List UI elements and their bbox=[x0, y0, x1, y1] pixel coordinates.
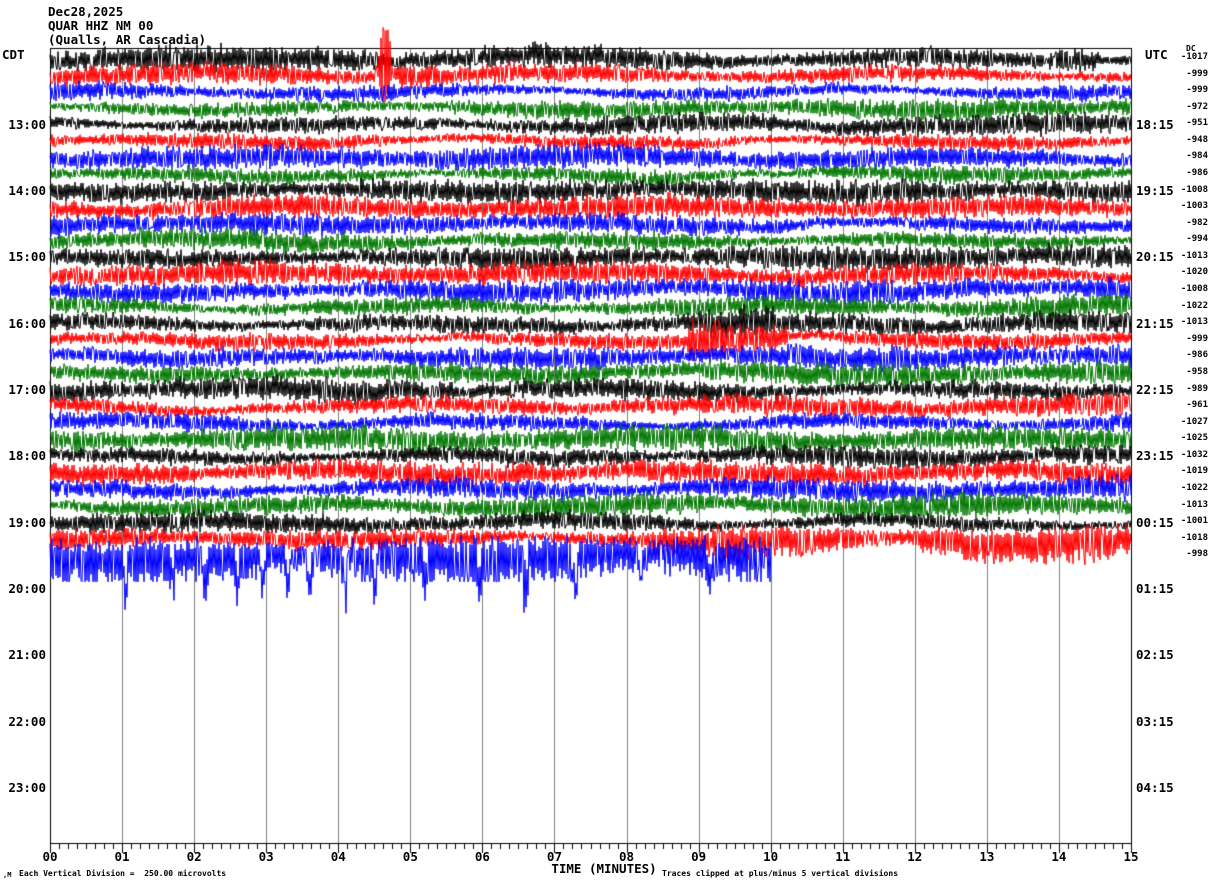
dc-offset-value: -982 bbox=[1186, 217, 1208, 228]
left-timezone-label: CDT bbox=[2, 47, 25, 62]
cdt-time-label: 13:00 bbox=[8, 116, 46, 132]
dc-offset-value: -1003 bbox=[1180, 201, 1208, 212]
header-location: (Qualls, AR Cascadia) bbox=[48, 32, 207, 47]
dc-offset-value: -1013 bbox=[1180, 499, 1208, 510]
minute-tick-label: 03 bbox=[258, 849, 274, 864]
cdt-time-label: 14:00 bbox=[8, 183, 46, 199]
dc-offset-value: -986 bbox=[1186, 350, 1208, 361]
minute-tick-label: 00 bbox=[42, 849, 58, 864]
dc-offset-value: -989 bbox=[1186, 383, 1208, 394]
cdt-time-label: 16:00 bbox=[8, 315, 46, 331]
minute-tick-label: 13 bbox=[979, 849, 995, 864]
utc-time-label: 02:15 bbox=[1136, 647, 1174, 663]
minute-tick-label: 02 bbox=[186, 849, 202, 864]
dc-offset-value: -984 bbox=[1186, 151, 1208, 162]
minute-tick-label: 08 bbox=[619, 849, 635, 864]
utc-time-label: 04:15 bbox=[1136, 779, 1174, 795]
dc-offset-value: -1001 bbox=[1180, 516, 1208, 527]
utc-time-label: 00:15 bbox=[1136, 514, 1174, 530]
cdt-time-label: 21:00 bbox=[8, 647, 46, 663]
utc-time-label: 22:15 bbox=[1136, 382, 1174, 397]
dc-offset-value: -961 bbox=[1186, 400, 1208, 411]
minute-tick-label: 05 bbox=[402, 849, 418, 864]
utc-time-label: 01:15 bbox=[1136, 580, 1174, 596]
utc-time-label: 21:15 bbox=[1136, 315, 1174, 331]
utc-time-label: 23:15 bbox=[1136, 448, 1174, 464]
vertical-division-note: Each Vertical Division = 250.00 microvol… bbox=[19, 869, 227, 878]
cdt-time-label: 20:00 bbox=[8, 580, 46, 596]
minute-tick-label: 14 bbox=[1051, 849, 1067, 864]
minute-tick-label: 12 bbox=[907, 849, 923, 864]
dc-offset-value: -1022 bbox=[1180, 300, 1208, 311]
corner-glyph: ,M bbox=[3, 871, 12, 879]
cdt-time-label: 23:00 bbox=[8, 779, 46, 795]
cdt-time-label: 15:00 bbox=[8, 249, 46, 265]
dc-offset-value: -1022 bbox=[1180, 482, 1208, 493]
dc-offset-value: -951 bbox=[1186, 118, 1208, 129]
dc-offset-value: -1013 bbox=[1180, 250, 1208, 261]
dc-offset-value: -998 bbox=[1186, 549, 1208, 560]
cdt-time-label: 17:00 bbox=[8, 382, 46, 397]
header-station: QUAR HHZ NM 00 bbox=[48, 18, 154, 33]
dc-offset-value: -1032 bbox=[1180, 449, 1208, 460]
dc-offset-value: -1025 bbox=[1180, 433, 1208, 444]
minute-tick-label: 10 bbox=[763, 849, 779, 864]
utc-time-label: 18:15 bbox=[1136, 116, 1174, 132]
dc-offset-value: -1008 bbox=[1180, 184, 1208, 195]
dc-offset-value: -1019 bbox=[1180, 466, 1208, 477]
utc-time-label: 19:15 bbox=[1136, 183, 1174, 199]
dc-offset-value: -986 bbox=[1186, 168, 1208, 179]
minute-tick-label: 06 bbox=[474, 849, 490, 864]
clipping-note: Traces clipped at plus/minus 5 vertical … bbox=[662, 869, 899, 878]
dc-offset-value: -999 bbox=[1186, 333, 1208, 344]
minute-tick-label: 15 bbox=[1123, 849, 1139, 864]
dc-offset-value: -958 bbox=[1186, 366, 1208, 377]
cdt-time-label: 18:00 bbox=[8, 448, 46, 464]
minute-tick-label: 11 bbox=[835, 849, 851, 864]
dc-offset-value: -1013 bbox=[1180, 317, 1208, 328]
dc-heading: DC bbox=[1186, 44, 1196, 53]
utc-time-label: 03:15 bbox=[1136, 713, 1174, 729]
utc-time-label: 20:15 bbox=[1136, 249, 1174, 265]
minute-tick-label: 09 bbox=[691, 849, 707, 864]
right-timezone-label: UTC bbox=[1145, 47, 1168, 62]
dc-offset-value: -1008 bbox=[1180, 284, 1208, 295]
dc-offset-value: -948 bbox=[1186, 134, 1208, 145]
dc-offset-value: -1018 bbox=[1180, 532, 1208, 543]
dc-offset-value: -1020 bbox=[1180, 267, 1208, 278]
minute-tick-label: 04 bbox=[330, 849, 346, 864]
time-axis-title: TIME (MINUTES) bbox=[551, 861, 657, 876]
dc-offset-value: -1017 bbox=[1180, 52, 1208, 62]
dc-offset-value: -972 bbox=[1186, 101, 1208, 112]
header-date: Dec28,2025 bbox=[48, 4, 124, 19]
dc-offset-value: -1027 bbox=[1180, 416, 1208, 427]
cdt-time-label: 22:00 bbox=[8, 713, 46, 729]
cdt-time-label: 19:00 bbox=[8, 514, 46, 530]
minute-tick-label: 01 bbox=[114, 849, 130, 864]
minute-tick-label: 07 bbox=[546, 849, 562, 864]
dc-offset-value: -999 bbox=[1186, 68, 1208, 79]
dc-offset-value: -999 bbox=[1186, 85, 1208, 96]
dc-offset-value: -994 bbox=[1186, 234, 1208, 245]
